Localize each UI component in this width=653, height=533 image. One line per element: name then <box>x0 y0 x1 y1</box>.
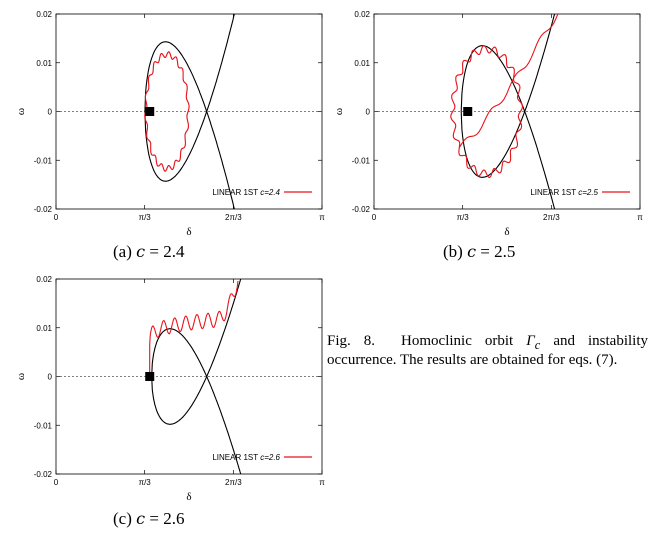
x-tick-label: 0 <box>54 213 59 222</box>
subcaption-a-value: 2.4 <box>163 242 185 261</box>
plot-area <box>450 14 559 209</box>
subcaption-c-letter: (c) <box>113 509 132 528</box>
equilibrium-marker <box>145 372 155 381</box>
y-tick-label: 0 <box>48 108 53 117</box>
homoclinic-orbit-upper <box>460 45 556 209</box>
homoclinic-orbit-lower <box>144 14 235 182</box>
x-tick-label: π/3 <box>139 213 152 222</box>
x-tick-label: π <box>637 213 643 222</box>
y-tick-label: -0.01 <box>352 156 371 165</box>
y-tick-label: -0.01 <box>34 156 53 165</box>
x-tick-label: 2π/3 <box>543 213 560 222</box>
plot-panel-c: 0.02 0.01 0 -0.01 -0.02 0 π/3 2π/3 π δ ω LINEAR 1ST… <box>0 265 326 503</box>
subcaption-b: (b) c = 2.5 <box>443 242 516 261</box>
figure-caption-text-after: and instability occurrence. The results … <box>327 333 648 368</box>
subcaption-a: (a) c = 2.4 <box>113 242 185 261</box>
y-tick-label: 0 <box>48 373 53 382</box>
equilibrium-marker <box>463 107 473 116</box>
x-tick-label: 0 <box>54 478 59 487</box>
y-tick-label: 0.01 <box>36 324 52 333</box>
x-tick-label: 2π/3 <box>225 213 242 222</box>
homoclinic-orbit-upper <box>151 328 242 474</box>
x-tick-label: π/3 <box>139 478 152 487</box>
y-axis-label: ω <box>15 108 27 115</box>
subcaption-c-value: 2.6 <box>163 509 185 528</box>
trajectory-series <box>450 14 559 178</box>
x-tick-label: 2π/3 <box>225 478 242 487</box>
y-tick-label: 0.02 <box>36 10 52 19</box>
y-axis-label: ω <box>333 108 345 115</box>
plot-panel-b: 0.02 0.01 0 -0.01 -0.02 0 π/3 2π/3 π δ ω LINEAR 1ST… <box>318 0 644 238</box>
subcaption-a-letter: (a) <box>113 242 132 261</box>
legend-label: LINEAR 1ST c=2.6 <box>212 453 280 462</box>
figure-caption: Fig. 8. Homoclinic orbit Γc and instabil… <box>327 334 648 368</box>
homoclinic-orbit-upper <box>144 41 235 209</box>
legend-label: LINEAR 1ST c=2.4 <box>212 188 280 197</box>
figure-caption-text-before: Homoclinic orbit <box>401 333 527 349</box>
x-axis-label: δ <box>504 226 509 238</box>
figure-caption-label: Fig. 8. <box>327 333 376 349</box>
x-tick-label: π <box>319 213 325 222</box>
y-tick-label: -0.02 <box>34 205 53 214</box>
y-tick-label: -0.02 <box>352 205 371 214</box>
y-tick-label: 0.02 <box>354 10 370 19</box>
x-tick-label: π <box>319 478 325 487</box>
y-tick-label: 0.02 <box>36 275 52 284</box>
y-tick-label: 0.01 <box>354 59 370 68</box>
legend-label: LINEAR 1ST c=2.5 <box>530 188 598 197</box>
subcaption-b-letter: (b) <box>443 242 463 261</box>
homoclinic-orbit-lower <box>151 279 242 425</box>
x-tick-label: π/3 <box>457 213 470 222</box>
x-axis-label: δ <box>186 491 191 503</box>
y-tick-label: -0.01 <box>34 421 53 430</box>
x-tick-label: 0 <box>372 213 377 222</box>
subcaption-c: (c) c = 2.6 <box>113 509 185 528</box>
plot-panel-a: 0.02 0.01 0 -0.01 -0.02 0 π/3 2π/3 π δ ω LINEAR 1ST… <box>0 0 326 238</box>
homoclinic-orbit-lower <box>460 14 556 178</box>
figure-caption-symbol: Γ <box>526 333 535 349</box>
equilibrium-marker <box>145 107 155 116</box>
y-tick-label: 0.01 <box>36 59 52 68</box>
y-axis-label: ω <box>15 373 27 380</box>
x-axis-label: δ <box>186 226 191 238</box>
plot-area <box>149 279 242 474</box>
subcaption-b-value: 2.5 <box>494 242 516 261</box>
trajectory-series <box>149 280 239 377</box>
y-tick-label: 0 <box>366 108 371 117</box>
figure-caption-subscript: c <box>534 338 541 352</box>
y-tick-label: -0.02 <box>34 470 53 479</box>
